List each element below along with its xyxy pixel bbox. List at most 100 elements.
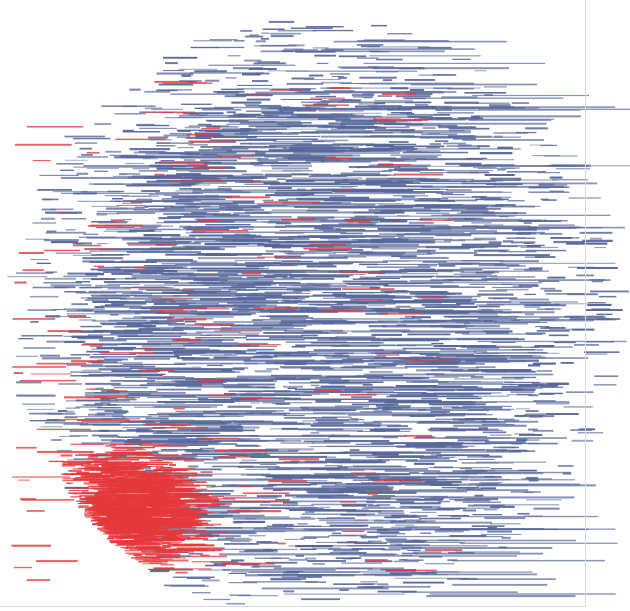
highlight-label	[101, 471, 133, 473]
node-label	[156, 179, 206, 181]
node-label	[519, 302, 551, 304]
node-label-row	[454, 262, 616, 264]
node-label	[97, 359, 122, 362]
node-label	[404, 366, 459, 368]
node-label	[536, 229, 550, 231]
highlight-label	[268, 480, 307, 483]
node-label	[225, 537, 234, 539]
highlight-label	[424, 549, 463, 552]
node-label	[80, 191, 122, 193]
node-label	[533, 362, 556, 365]
node-label	[275, 402, 290, 405]
node-label	[32, 286, 68, 289]
node-label	[234, 233, 250, 236]
node-label	[405, 315, 415, 318]
highlight-label	[100, 529, 125, 532]
node-label	[97, 266, 168, 269]
node-label	[453, 137, 476, 140]
highlight-label	[134, 506, 178, 508]
node-label	[538, 183, 555, 186]
node-label	[223, 497, 278, 499]
node-label	[270, 310, 338, 313]
node-label-row	[315, 130, 471, 132]
node-label	[308, 175, 347, 177]
node-label	[507, 200, 525, 202]
node-label	[501, 536, 511, 539]
node-label	[357, 430, 386, 432]
node-label	[30, 321, 39, 323]
node-label-row	[327, 239, 497, 241]
node-label	[188, 152, 237, 154]
node-label	[67, 272, 102, 275]
highlight-label	[278, 458, 320, 461]
node-label-row	[251, 154, 353, 157]
highlight-label	[123, 519, 140, 522]
node-label-row	[367, 46, 431, 48]
highlight-label	[170, 425, 187, 427]
node-label	[305, 105, 337, 108]
node-label	[382, 79, 393, 82]
node-label	[103, 281, 179, 284]
node-label	[122, 131, 160, 133]
node-label	[365, 183, 406, 186]
node-label	[250, 175, 292, 178]
node-label	[404, 79, 435, 81]
node-label-row	[326, 188, 449, 190]
node-label	[402, 275, 435, 277]
node-label	[518, 284, 539, 287]
highlight-label	[134, 499, 178, 502]
node-label	[102, 271, 164, 273]
node-label	[360, 252, 406, 255]
node-label	[391, 526, 418, 528]
node-label	[403, 581, 445, 584]
node-label	[583, 351, 620, 353]
node-label	[256, 288, 316, 291]
node-label	[427, 169, 444, 171]
highlight-label	[128, 244, 164, 246]
highlight-label	[62, 464, 84, 466]
node-label	[201, 180, 279, 182]
node-label	[66, 410, 75, 413]
node-label	[316, 517, 329, 520]
node-label-row	[348, 414, 454, 416]
node-label	[250, 162, 264, 165]
node-label	[513, 268, 538, 270]
node-label	[270, 504, 294, 507]
highlight-label	[157, 552, 177, 554]
node-label	[373, 409, 389, 412]
node-label-row	[131, 438, 261, 440]
highlight-label	[113, 503, 123, 506]
node-label-row	[367, 363, 458, 366]
node-label	[231, 285, 256, 288]
node-label	[323, 440, 390, 443]
node-label	[311, 139, 349, 142]
node-label	[369, 370, 393, 373]
node-label	[433, 181, 475, 183]
node-label-row	[476, 226, 626, 229]
node-label	[538, 224, 575, 226]
node-label-row	[369, 82, 475, 85]
node-label	[270, 34, 294, 38]
highlight-label	[147, 505, 161, 507]
highlight-label	[171, 529, 207, 532]
node-label	[218, 205, 288, 206]
highlight-label	[172, 513, 196, 515]
highlight-label	[20, 498, 37, 501]
node-label	[45, 315, 61, 318]
node-label-row	[364, 585, 431, 588]
node-label	[532, 383, 542, 385]
node-label	[227, 405, 252, 408]
node-label	[108, 319, 146, 322]
highlight-label	[115, 454, 123, 456]
node-label	[138, 288, 180, 290]
node-label	[18, 338, 34, 340]
highlight-label	[186, 555, 227, 558]
node-label	[232, 367, 249, 369]
node-label	[239, 550, 278, 553]
node-label	[240, 484, 311, 486]
node-label	[290, 27, 333, 29]
node-label	[169, 132, 193, 135]
node-label	[335, 119, 395, 122]
node-label	[242, 73, 261, 76]
node-label	[473, 237, 496, 240]
